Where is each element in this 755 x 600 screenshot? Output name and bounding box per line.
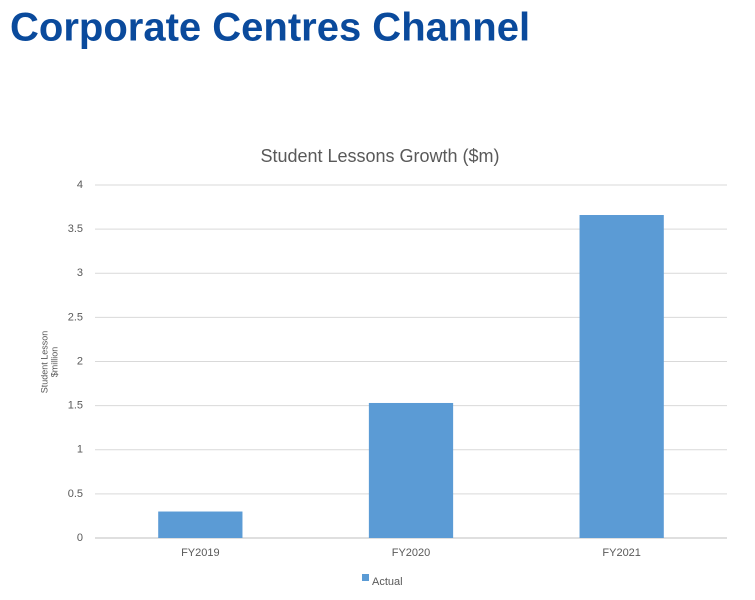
y-axis-label-line: Student Lesson <box>39 331 49 394</box>
x-tick-label: FY2021 <box>602 547 641 559</box>
bar <box>158 511 243 538</box>
bar <box>579 215 664 538</box>
x-tick-label: FY2020 <box>392 547 431 559</box>
y-tick-label: 0 <box>77 532 83 544</box>
y-tick-label: 3.5 <box>68 223 83 235</box>
bar <box>368 402 454 538</box>
legend-label: Actual <box>372 576 403 588</box>
legend-swatch <box>362 574 369 581</box>
y-tick-label: 2 <box>77 355 83 367</box>
y-tick-label: 2.5 <box>68 311 83 323</box>
x-tick-label: FY2019 <box>181 547 220 559</box>
y-tick-label: 4 <box>77 179 83 191</box>
chart-title: Student Lessons Growth ($m) <box>260 146 499 166</box>
y-tick-label: 1 <box>77 444 83 456</box>
y-tick-label: 1.5 <box>68 400 83 412</box>
y-axis-label: Student Lesson $million <box>39 331 59 394</box>
y-tick-label: 0.5 <box>68 488 83 500</box>
page-title: Corporate Centres Channel <box>10 6 530 50</box>
y-tick-label: 3 <box>77 267 83 279</box>
y-axis-label-line: $million <box>49 347 59 378</box>
